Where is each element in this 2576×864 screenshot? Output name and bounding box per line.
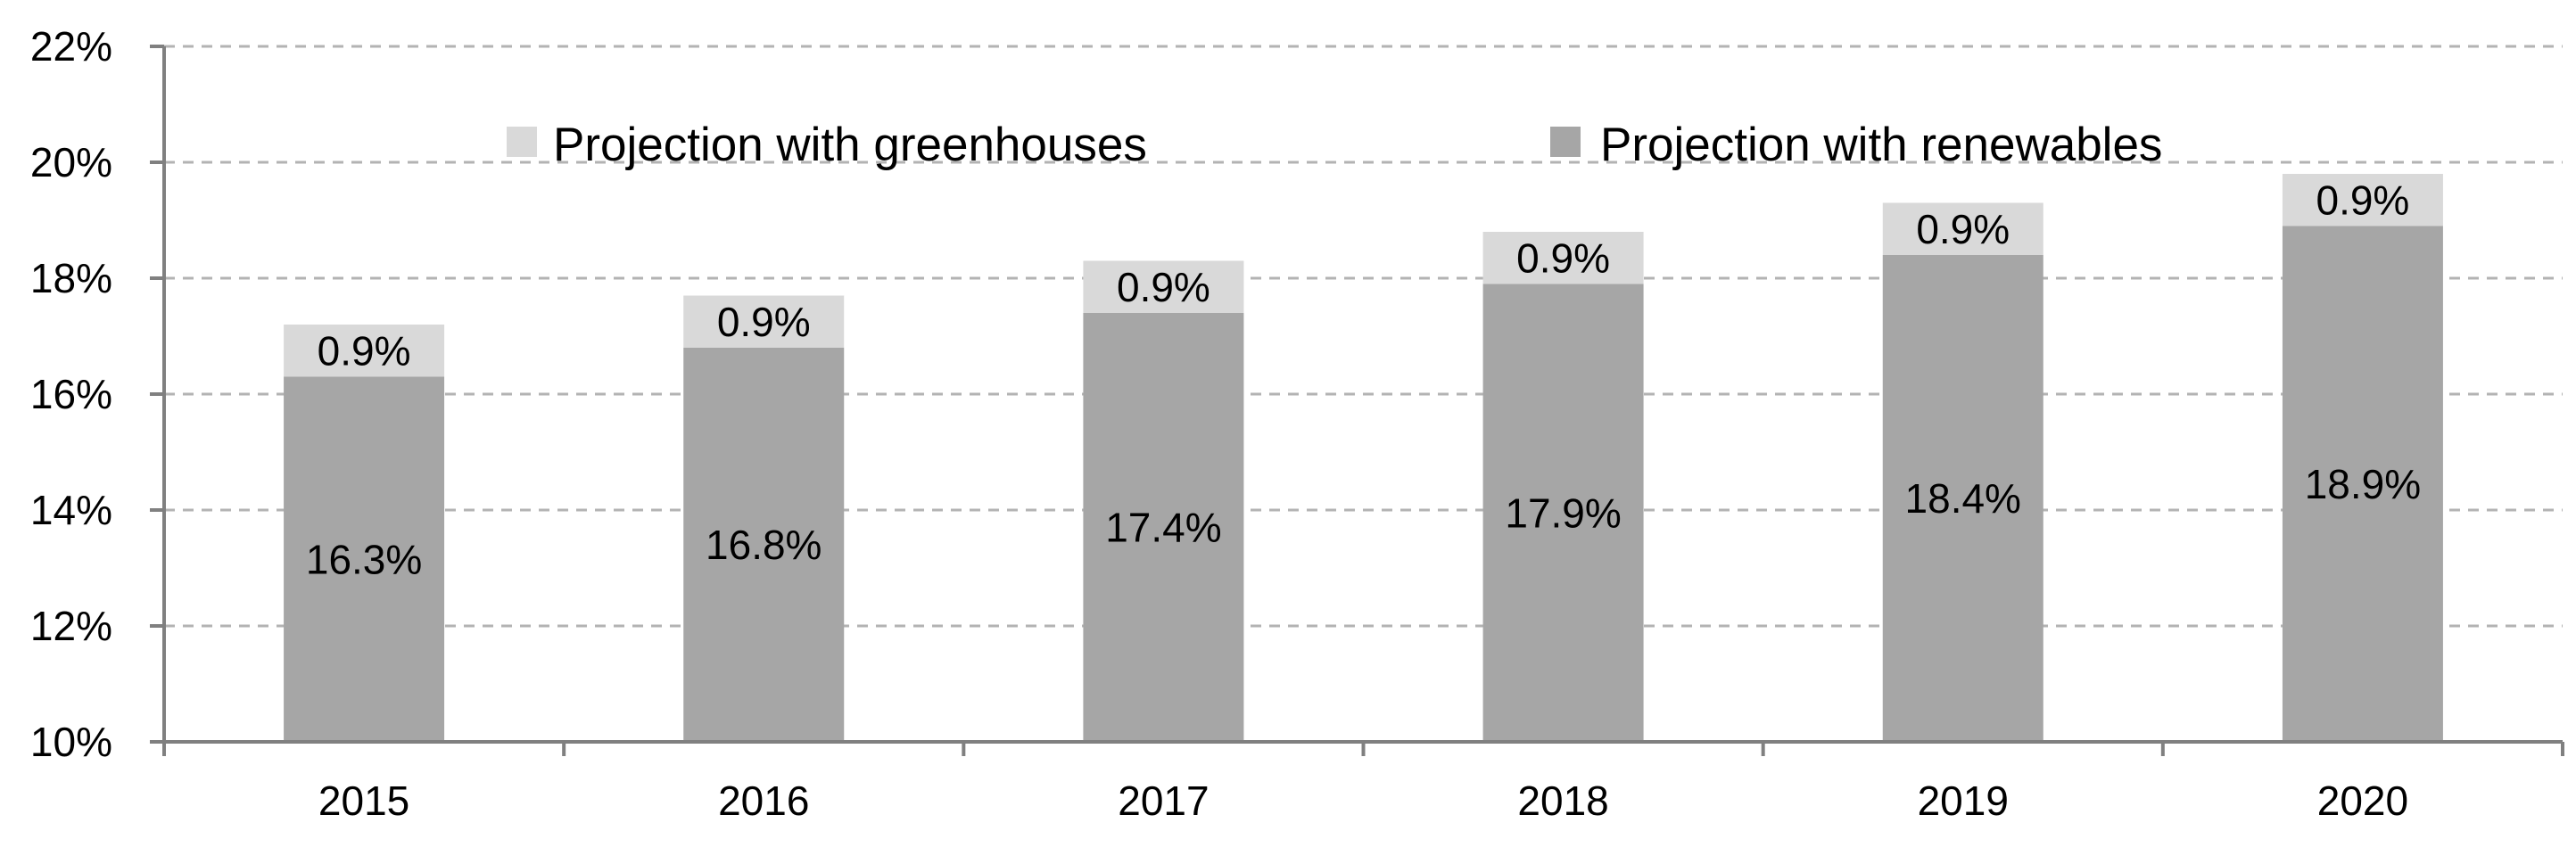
y-tick-label: 22% <box>30 23 112 70</box>
legend-swatch-renewables <box>1550 127 1581 157</box>
bar-greenhouses <box>683 295 845 348</box>
data-label-renewables: 16.3% <box>306 536 422 582</box>
bar-greenhouses <box>1083 260 1244 313</box>
data-label-greenhouses: 0.9% <box>1916 206 2010 252</box>
y-tick-label: 10% <box>30 719 112 765</box>
bar-renewables <box>1083 313 1244 742</box>
y-tick-label: 12% <box>30 603 112 649</box>
bar-renewables <box>683 348 845 742</box>
x-tick-label: 2017 <box>1118 778 1209 824</box>
data-labels: 16.3% 0.9% 16.8% 0.9% 17.4% 0.9% 17.9% 0.9% 18.4… <box>306 177 2421 582</box>
data-label-greenhouses: 0.9% <box>1516 235 1610 281</box>
bar-greenhouses <box>1482 232 1644 284</box>
data-label-renewables: 18.9% <box>2305 461 2421 507</box>
data-label-renewables: 18.4% <box>1905 475 2021 522</box>
data-label-renewables: 17.9% <box>1505 490 1621 536</box>
data-label-greenhouses: 0.9% <box>318 327 411 374</box>
y-tick-label: 16% <box>30 371 112 417</box>
bar-renewables <box>284 376 445 742</box>
bars <box>284 174 2443 742</box>
bar-renewables <box>1482 284 1644 742</box>
y-tick-label: 18% <box>30 255 112 301</box>
legend: Projection with greenhouses Projection w… <box>507 119 2162 171</box>
legend-label-renewables: Projection with renewables <box>1600 119 2162 171</box>
x-tick-label: 2015 <box>318 778 409 824</box>
y-tick-label: 14% <box>30 487 112 533</box>
data-label-greenhouses: 0.9% <box>2316 177 2409 223</box>
bar-greenhouses <box>284 325 445 377</box>
data-label-greenhouses: 0.9% <box>1117 264 1210 310</box>
x-tick-label: 2020 <box>2317 778 2408 824</box>
legend-label-greenhouses: Projection with greenhouses <box>553 119 1147 171</box>
axes: 10% 12% 14% 16% 18% 20% 22% 2015 2016 2017 2018 201… <box>30 23 2564 824</box>
bar-greenhouses <box>2282 174 2443 226</box>
legend-swatch-greenhouses <box>507 127 537 157</box>
data-label-renewables: 17.4% <box>1105 505 1221 551</box>
y-tick-label: 20% <box>30 139 112 185</box>
data-label-greenhouses: 0.9% <box>717 299 811 345</box>
gridlines <box>164 45 2563 628</box>
x-tick-label: 2018 <box>1517 778 1608 824</box>
x-tick-label: 2019 <box>1918 778 2009 824</box>
x-tick-label: 2016 <box>718 778 809 824</box>
bar-renewables <box>1882 255 2043 742</box>
data-label-renewables: 16.8% <box>706 522 822 568</box>
bar-renewables <box>2282 226 2443 742</box>
bar-greenhouses <box>1882 202 2043 255</box>
